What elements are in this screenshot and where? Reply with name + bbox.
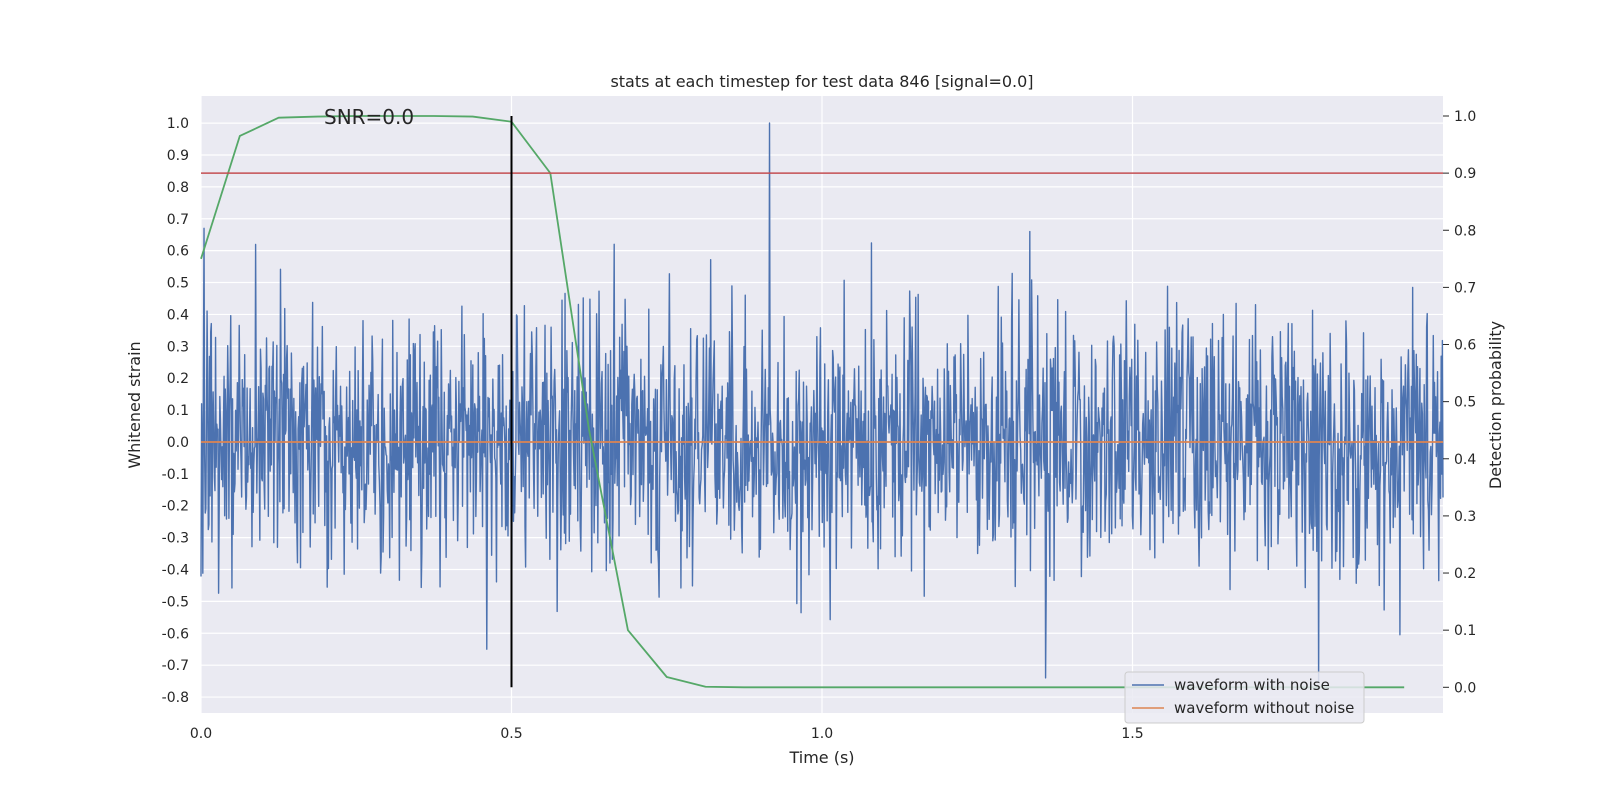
y-tick-label: -0.4	[162, 563, 189, 579]
y-right-tick-label: 0.2	[1454, 566, 1476, 582]
y-tick-label: 0.0	[167, 435, 189, 451]
y-right-tick-label: 0.7	[1454, 280, 1476, 296]
y-right-tick-label: 0.1	[1454, 623, 1476, 639]
y-right-tick-label: 0.4	[1454, 452, 1476, 468]
y-right-tick-label: 0.6	[1454, 338, 1476, 354]
y-tick-label: -0.2	[162, 499, 189, 515]
legend-label-clean: waveform without noise	[1174, 699, 1354, 717]
y-right-tick-label: 0.0	[1454, 680, 1476, 696]
x-tick-label: 0.5	[500, 726, 522, 742]
y-right-tick-label: 0.3	[1454, 509, 1476, 525]
y-tick-label: 1.0	[167, 116, 189, 132]
y-right-tick-label: 0.5	[1454, 395, 1476, 411]
y-axis-right-label: Detection probability	[1486, 321, 1505, 489]
legend-box	[1124, 671, 1365, 724]
x-tick-label: 1.5	[1121, 726, 1143, 742]
y-right-tick-label: 0.8	[1454, 223, 1476, 239]
y-tick-label: -0.5	[162, 594, 189, 610]
y-right-tick-label: 0.9	[1454, 166, 1476, 182]
legend: waveform with noise waveform without noi…	[1124, 671, 1365, 724]
y-tick-label: 0.4	[167, 307, 189, 323]
y-tick-label: 0.6	[167, 244, 189, 260]
y-tick-label: 0.2	[167, 371, 189, 387]
y-tick-label: 0.3	[167, 339, 189, 355]
y-tick-label: -0.1	[162, 467, 189, 483]
y-tick-label: 0.9	[167, 148, 189, 164]
y-tick-label: 0.5	[167, 276, 189, 292]
x-tick-label: 1.0	[811, 726, 833, 742]
series-waveform-with-noise	[200, 122, 1444, 682]
legend-label-noise: waveform with noise	[1174, 676, 1330, 694]
x-tick-label: 0.0	[190, 726, 212, 742]
y-tick-label: 0.8	[167, 180, 189, 196]
y-right-tick-label: 1.0	[1454, 109, 1476, 125]
y-tick-label: -0.6	[162, 626, 189, 642]
y-tick-label: 0.1	[167, 403, 189, 419]
x-axis-label: Time (s)	[788, 748, 854, 767]
y-axis-label: Whitened strain	[125, 341, 144, 468]
y-tick-label: -0.3	[162, 531, 189, 547]
chart-title: stats at each timestep for test data 846…	[610, 72, 1033, 91]
y-tick-label: -0.7	[162, 658, 189, 674]
y-tick-label: 0.7	[167, 212, 189, 228]
tick-labels: -0.8 -0.7 -0.6 -0.5 -0.4 -0.3 -0.2 -0.1 0.0 0.1 0.…	[162, 109, 1477, 742]
y-tick-label: -0.8	[162, 690, 189, 706]
snr-annotation: SNR=0.0	[324, 105, 414, 129]
